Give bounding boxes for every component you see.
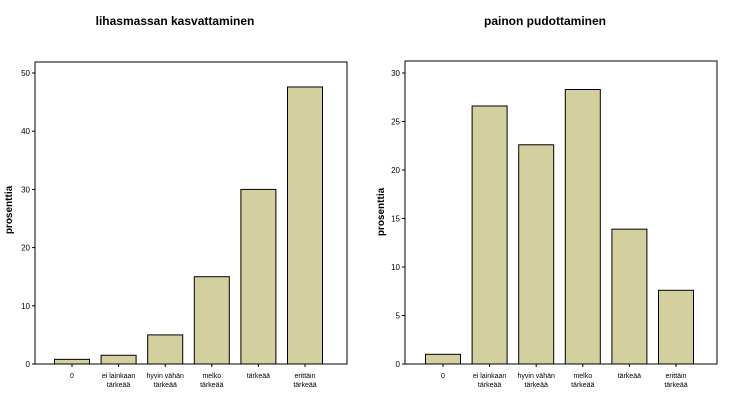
y-tick-label: 50	[21, 69, 30, 78]
y-tick-label: 30	[21, 185, 30, 194]
chart-painon: painon pudottaminen prosenttia 0 5 10 15 20 2…	[376, 14, 718, 389]
x-axis-categories: 0 ei lainkaan tärkeää hyvin vähän tärkeää mel…	[441, 364, 688, 389]
plot-frame	[34, 61, 348, 365]
x-category-label: tärkeää	[478, 382, 501, 389]
bar	[54, 358, 90, 365]
x-category-label: 0	[441, 373, 445, 380]
x-category-label: tärkeää	[154, 382, 177, 389]
y-axis-label: prosenttia	[376, 187, 387, 236]
y-axis-ticks: 0 5 10 15 20 25 30	[391, 69, 405, 369]
y-tick-label: 40	[21, 127, 30, 136]
bar	[193, 276, 230, 365]
bar	[100, 354, 137, 365]
x-category-label: tärkeää	[200, 382, 223, 389]
x-category-label: erittäin	[294, 373, 315, 380]
x-category-label: tärkeää	[247, 373, 270, 380]
bar	[564, 88, 601, 365]
x-category-label: tärkeää	[107, 382, 130, 389]
x-category-label: melko	[573, 373, 592, 380]
y-axis-ticks: 0 10 20 30 40 50	[21, 69, 35, 369]
bar	[147, 334, 184, 365]
x-category-label: 0	[70, 373, 74, 380]
x-category-label: tärkeää	[571, 382, 594, 389]
bar	[658, 289, 694, 365]
x-category-label: erittäin	[665, 373, 686, 380]
x-category-label: tärkeää	[664, 382, 687, 389]
bar	[287, 86, 323, 365]
y-tick-label: 30	[391, 69, 400, 78]
x-category-label: hyvin vähän	[147, 373, 184, 380]
x-axis-categories: 0 ei lainkaan tärkeää hyvin vähän tärkeää mel…	[70, 364, 317, 389]
bars	[425, 88, 694, 365]
y-tick-label: 15	[391, 215, 400, 224]
x-category-label: ei lainkaan	[102, 373, 136, 380]
bars	[54, 86, 323, 365]
plot-frame	[404, 60, 718, 365]
bar	[471, 105, 508, 365]
chart-lihasmassa: lihasmassan kasvattaminen prosenttia 0 10…	[4, 14, 348, 389]
y-tick-label: 20	[391, 166, 400, 175]
x-category-label: hyvin vähän	[518, 373, 555, 380]
bar	[240, 188, 277, 365]
y-tick-label: 20	[21, 244, 30, 253]
x-category-label: ei lainkaan	[473, 373, 507, 380]
x-category-label: tärkeää	[293, 382, 316, 389]
chart-title: painon pudottaminen	[484, 14, 606, 28]
bar	[611, 228, 648, 365]
bar	[518, 144, 555, 365]
y-tick-label: 0	[26, 360, 31, 369]
x-category-label: melko	[202, 373, 221, 380]
x-category-label: tärkeää	[525, 382, 548, 389]
x-category-label: tärkeää	[618, 373, 641, 380]
chart-title: lihasmassan kasvattaminen	[96, 14, 255, 28]
y-axis-label: prosenttia	[4, 185, 15, 234]
y-tick-label: 25	[391, 118, 400, 127]
y-tick-label: 10	[21, 302, 30, 311]
bar	[425, 353, 461, 365]
y-tick-label: 0	[396, 360, 401, 369]
y-tick-label: 5	[396, 312, 401, 321]
y-tick-label: 10	[391, 263, 400, 272]
